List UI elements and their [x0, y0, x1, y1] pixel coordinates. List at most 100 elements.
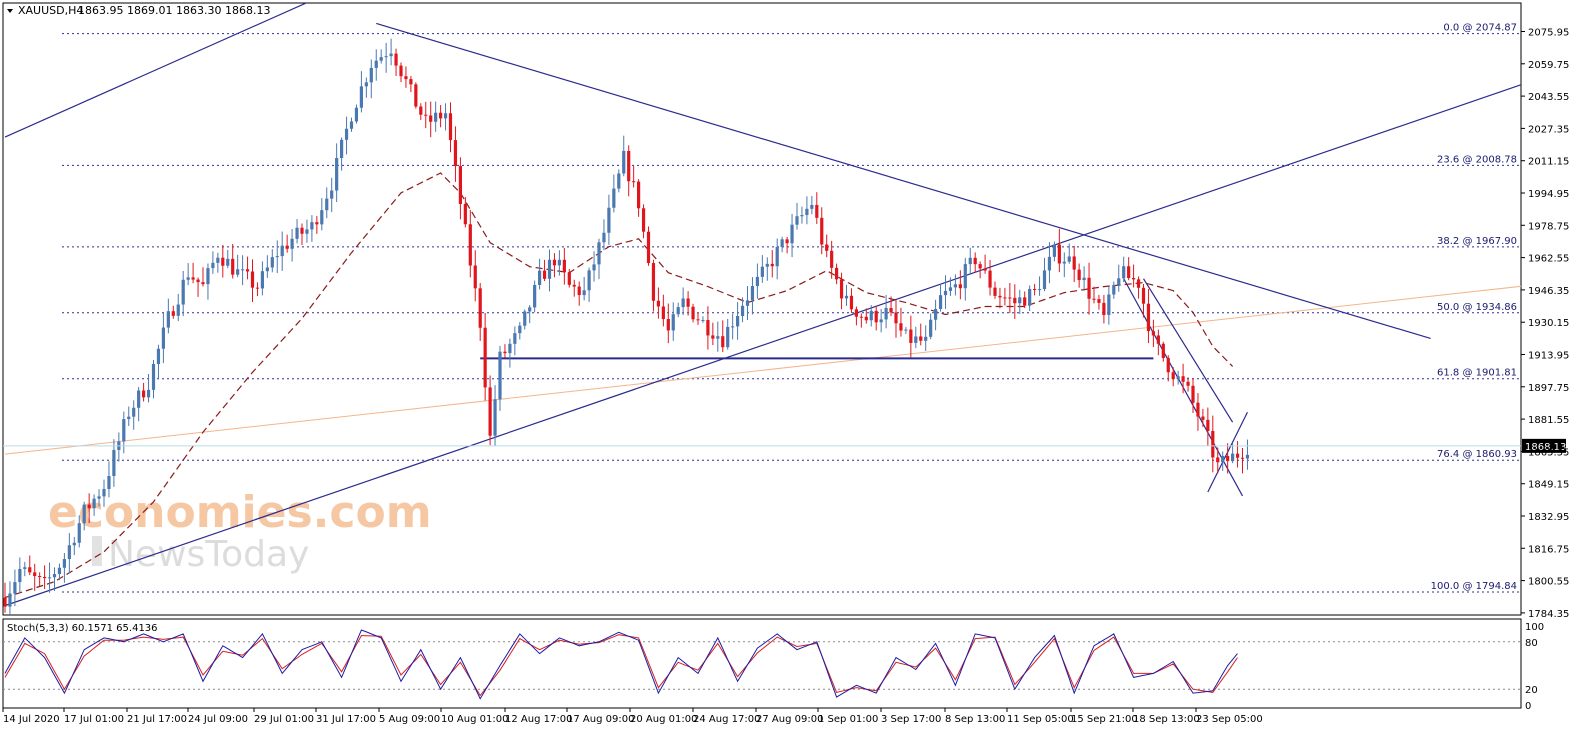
candle-body [112, 449, 116, 477]
price-axis: 2075.95 2059.75 2043.55 2027.35 2011.15 1994.… [1521, 28, 1569, 620]
candle-body [795, 216, 799, 225]
candle [686, 291, 690, 316]
stoch-label: Stoch(5,3,3) 60.1571 65.4136 [7, 623, 158, 634]
candle [1102, 295, 1106, 324]
candle [87, 493, 91, 524]
candle-body [859, 316, 863, 318]
candle [810, 195, 814, 215]
candle-body [577, 286, 581, 296]
candle [557, 250, 561, 276]
candle [894, 300, 898, 338]
trendlines [4, 3, 1521, 607]
candle [1146, 288, 1151, 344]
candle-body [374, 60, 378, 68]
candle [839, 272, 844, 310]
watermark-brand-bottom: NewsToday [108, 534, 309, 575]
candle-body [666, 318, 670, 331]
candle-body [562, 259, 566, 273]
candle-body [1211, 430, 1215, 458]
candle-body [156, 348, 161, 364]
candle-body [815, 204, 819, 218]
candle-body [780, 239, 784, 248]
candle [864, 308, 868, 324]
candle [47, 562, 52, 593]
price-tick-label: 2011.15 [1528, 157, 1569, 168]
candle-body [280, 245, 284, 257]
candle-body [800, 215, 804, 217]
candle [503, 344, 507, 358]
candles [3, 38, 1250, 615]
candle [419, 103, 423, 120]
candle [681, 287, 685, 316]
orange-trendline [4, 285, 1521, 455]
candle-body [686, 298, 690, 307]
candle-body [1062, 261, 1066, 264]
candle [1097, 294, 1101, 310]
candle [379, 49, 383, 64]
candle [1023, 291, 1027, 308]
candle-body [1057, 244, 1061, 264]
candle-body [557, 259, 561, 266]
candle [38, 572, 42, 587]
time-tick-label: 20 Aug 01:00 [630, 714, 697, 725]
candle [1117, 264, 1121, 292]
candle [211, 251, 215, 274]
candle [1042, 257, 1047, 292]
candle [1127, 257, 1131, 281]
candle-body [1136, 279, 1141, 288]
candle-body [1122, 266, 1126, 279]
candle-body [587, 270, 591, 291]
candle [364, 77, 368, 98]
candle-body [978, 264, 982, 269]
candle [1003, 287, 1007, 306]
candle [33, 563, 37, 591]
candle [349, 117, 354, 132]
candle [389, 38, 393, 66]
stoch-plot-frame [2, 618, 1522, 709]
time-tick-label: 18 Sep 13:00 [1133, 714, 1200, 725]
candle-body [607, 207, 611, 233]
candle-body [938, 295, 943, 309]
candle [1092, 286, 1096, 304]
candle [587, 267, 591, 302]
current-price: 1868.13 [3, 438, 1566, 453]
candle-body [270, 257, 274, 268]
candle-body [1097, 299, 1101, 303]
candle-body [1240, 457, 1245, 459]
candle [1156, 329, 1160, 356]
candle [142, 382, 146, 402]
candle [280, 231, 284, 271]
candle-body [805, 208, 809, 216]
candle-body [344, 128, 349, 140]
candle [310, 215, 314, 242]
candle [508, 338, 512, 368]
candle [765, 257, 769, 281]
candle-body [1077, 269, 1081, 281]
candle [196, 277, 200, 297]
candle [820, 207, 824, 255]
candle [1112, 281, 1116, 299]
candle-body [973, 257, 977, 265]
candle [1107, 286, 1111, 325]
candle-body [661, 306, 665, 319]
candle-body [1181, 376, 1185, 382]
candle [968, 247, 972, 275]
candle-body [518, 325, 522, 334]
candle [62, 552, 66, 583]
candle [245, 256, 250, 280]
candle-body [364, 82, 368, 87]
candle-body [958, 284, 962, 289]
candle-body [1092, 298, 1096, 300]
fib-level-label: 38.2 @ 1967.90 [1437, 236, 1517, 247]
candle-body [998, 295, 1002, 298]
price-tick-label: 1881.55 [1528, 415, 1569, 426]
candle [82, 501, 86, 531]
time-tick-label: 31 Jul 17:00 [316, 714, 376, 725]
candle-body [646, 231, 651, 264]
candle-body [47, 577, 52, 579]
candle [369, 59, 373, 99]
candle-body [1146, 303, 1151, 332]
dropdown-triangle-icon[interactable] [7, 9, 13, 13]
